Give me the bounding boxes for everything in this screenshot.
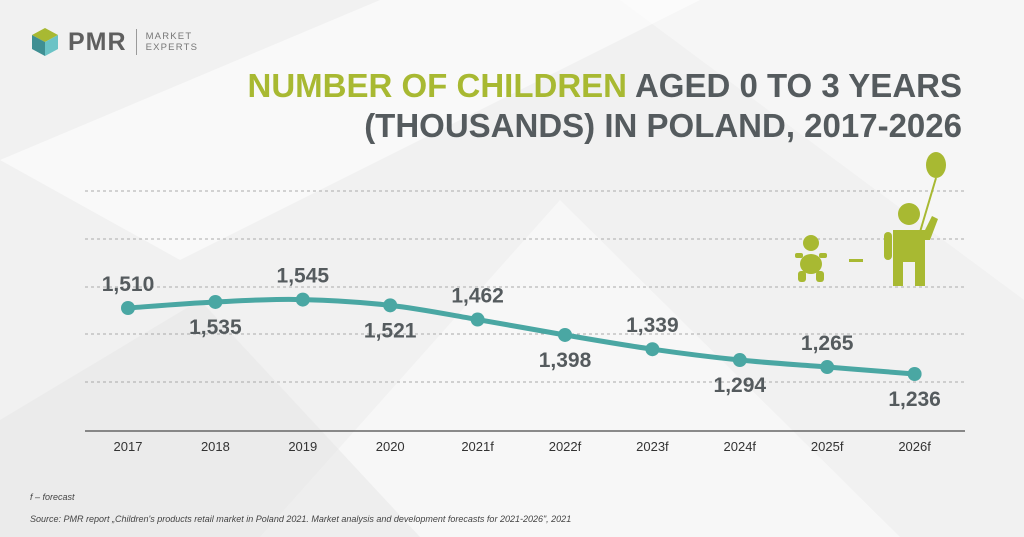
chart-title-highlight: NUMBER OF CHILDREN xyxy=(247,67,627,104)
chart-title-line2: (THOUSANDS) IN POLAND, 2017-2026 xyxy=(364,107,962,144)
data-point-2020 xyxy=(383,298,398,313)
gridlines xyxy=(85,190,965,383)
x-tick-2019: 2019 xyxy=(288,439,317,454)
series-line xyxy=(125,296,918,377)
brand-tagline-line2: EXPERTS xyxy=(145,42,199,53)
data-point-2019 xyxy=(295,292,310,307)
baby-icon xyxy=(795,235,827,282)
chart-title-line1: AGED 0 TO 3 YEARS xyxy=(627,67,962,104)
x-tick-2025f: 2025f xyxy=(811,439,844,454)
value-label-2017: 1,510 xyxy=(102,273,155,296)
value-label-2023f: 1,339 xyxy=(626,314,679,337)
source-note: Source: PMR report „Children's products … xyxy=(30,514,572,524)
brand-tagline: MARKET EXPERTS xyxy=(146,31,199,53)
data-point-2021f xyxy=(470,312,485,327)
value-label-2022f: 1,398 xyxy=(539,349,592,372)
pmr-logo: PMR MARKET EXPERTS xyxy=(30,27,198,57)
value-labels: 1,510 1,535 1,545 1,521 1,462 1,398 1,339 1,294… xyxy=(102,265,941,411)
logo-divider xyxy=(135,29,137,55)
brand-tagline-line1: MARKET xyxy=(145,31,193,42)
value-label-2018: 1,535 xyxy=(189,316,242,339)
child-with-balloon-icon xyxy=(884,152,946,286)
value-label-2020: 1,521 xyxy=(364,319,417,342)
value-label-2024f: 1,294 xyxy=(714,374,767,397)
data-point-2025f xyxy=(820,360,835,375)
data-point-2022f xyxy=(558,327,572,342)
value-label-2021f: 1,462 xyxy=(451,285,504,308)
data-markers xyxy=(121,292,922,381)
x-tick-2018: 2018 xyxy=(201,439,230,454)
x-tick-2022f: 2022f xyxy=(549,439,582,454)
data-point-2017 xyxy=(121,301,135,315)
x-tick-2021f: 2021f xyxy=(461,439,494,454)
pmr-cube-icon xyxy=(32,28,58,56)
footnote: f – forecast xyxy=(30,492,75,502)
x-tick-2017: 2017 xyxy=(114,439,143,454)
value-label-2026f: 1,236 xyxy=(888,388,941,411)
x-tick-2024f: 2024f xyxy=(724,439,757,454)
x-tick-2023f: 2023f xyxy=(636,439,669,454)
data-point-2018 xyxy=(208,294,223,309)
brand-name: PMR xyxy=(68,27,127,56)
data-point-2024f xyxy=(732,353,747,368)
data-point-2023f xyxy=(645,342,660,357)
x-tick-labels: 2017 2018 2019 2020 2021f 2022f 2023f 2024f 2025… xyxy=(114,439,932,454)
minus-icon xyxy=(849,259,863,262)
data-point-2026f xyxy=(907,367,922,381)
x-tick-2026f: 2026f xyxy=(898,439,931,454)
value-label-2025f: 1,265 xyxy=(801,332,854,355)
value-label-2019: 1,545 xyxy=(277,265,330,288)
chart-title: NUMBER OF CHILDREN AGED 0 TO 3 YEARS (TH… xyxy=(202,66,962,146)
x-tick-2020: 2020 xyxy=(376,439,405,454)
